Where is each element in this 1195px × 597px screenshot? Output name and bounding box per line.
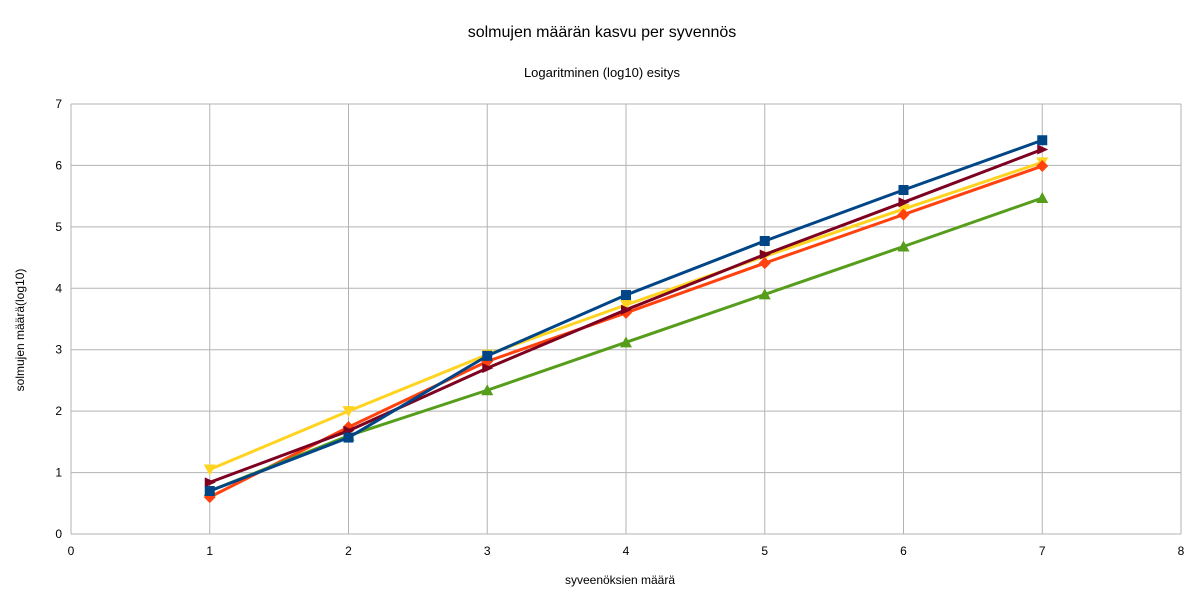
data-point xyxy=(203,464,216,476)
y-tick-label: 4 xyxy=(55,281,62,295)
x-tick-label: 0 xyxy=(68,544,75,558)
tick-labels: 0 1 2 3 4 5 6 7 8 0 1 2 3 4 5 6 7 xyxy=(55,97,1184,558)
x-tick-label: 2 xyxy=(345,544,352,558)
data-point xyxy=(482,363,494,374)
x-tick-label: 8 xyxy=(1178,544,1185,558)
y-axis-label: solmujen määrä(log10) xyxy=(13,269,27,392)
series-layer xyxy=(203,135,1049,504)
gridlines xyxy=(70,103,1182,535)
x-tick-label: 3 xyxy=(484,544,491,558)
y-tick-label: 5 xyxy=(55,220,62,234)
chart-subtitle: Logaritminen (log10) esitys xyxy=(524,65,681,80)
y-tick-label: 2 xyxy=(55,404,62,418)
data-point xyxy=(759,249,771,260)
data-point xyxy=(1036,160,1049,173)
data-point xyxy=(897,240,910,252)
y-tick-label: 7 xyxy=(55,97,62,111)
x-tick-label: 5 xyxy=(761,544,768,558)
data-point xyxy=(343,432,354,443)
data-point xyxy=(898,197,910,208)
chart-title: solmujen määrän kasvu per syvennös xyxy=(468,24,737,41)
data-point xyxy=(204,486,215,496)
data-point xyxy=(342,406,355,418)
data-point xyxy=(620,299,632,311)
y-tick-label: 1 xyxy=(55,466,62,480)
x-tick-label: 6 xyxy=(900,544,907,558)
data-point xyxy=(481,384,494,396)
x-tick-label: 4 xyxy=(623,544,630,558)
y-tick-label: 3 xyxy=(55,343,62,357)
data-point xyxy=(758,257,771,270)
series-4 xyxy=(204,144,1049,488)
data-point xyxy=(1036,191,1049,203)
series-5 xyxy=(204,135,1048,496)
data-point xyxy=(758,288,771,300)
data-point xyxy=(620,336,632,348)
data-point xyxy=(621,304,632,315)
data-point xyxy=(898,185,909,195)
x-axis-label: syveenöksien määrä xyxy=(565,573,675,587)
y-tick-label: 0 xyxy=(55,527,62,541)
y-tick-label: 6 xyxy=(55,158,62,172)
data-point xyxy=(1037,144,1049,155)
data-point xyxy=(1037,135,1048,146)
data-point xyxy=(759,235,770,246)
data-point xyxy=(621,290,631,301)
data-point xyxy=(897,208,910,221)
series-2 xyxy=(203,160,1049,504)
data-point xyxy=(482,350,493,361)
x-tick-label: 7 xyxy=(1039,544,1046,558)
x-tick-label: 1 xyxy=(206,544,213,558)
data-point xyxy=(204,477,216,488)
